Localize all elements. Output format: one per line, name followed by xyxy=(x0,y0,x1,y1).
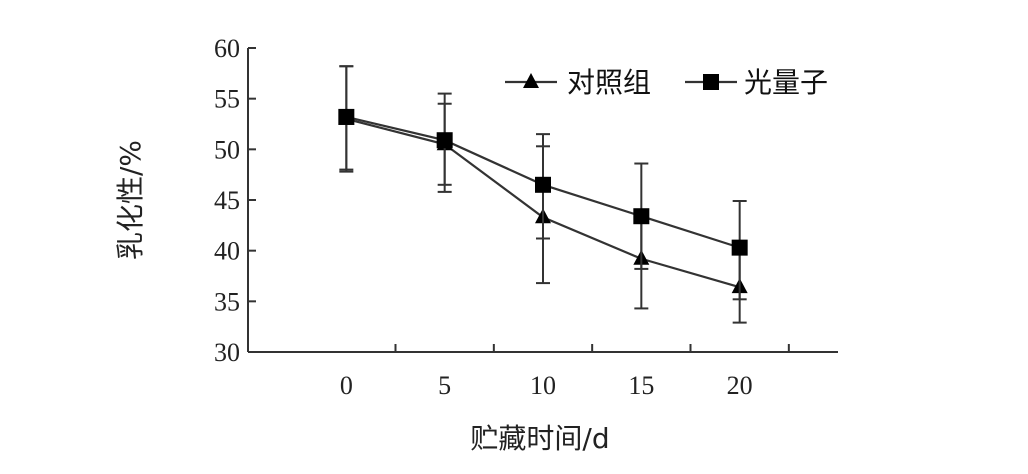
x-tick-label: 0 xyxy=(340,371,353,400)
data-point-square xyxy=(535,176,551,193)
x-axis-title: 贮藏时间/d xyxy=(470,422,609,455)
legend-triangle-marker xyxy=(523,73,539,88)
legend-square-marker xyxy=(703,74,719,90)
y-tick-label: 55 xyxy=(214,85,240,114)
x-tick-label: 5 xyxy=(438,371,451,400)
series-2 xyxy=(338,65,748,301)
data-point-square xyxy=(436,132,453,149)
legend: 对照组 光量子 xyxy=(505,66,828,99)
legend-label: 对照组 xyxy=(567,66,651,99)
data-point-square xyxy=(338,108,355,125)
x-tick-label: 20 xyxy=(727,371,753,400)
axes: 60 55 50 45 40 35 30 0 5 10 15 20 xyxy=(214,34,838,400)
y-tick-label: 30 xyxy=(214,338,240,367)
legend-item-2: 光量子 xyxy=(685,66,828,99)
x-tick-label: 15 xyxy=(628,371,654,400)
y-tick-label: 50 xyxy=(214,135,240,164)
data-point-square xyxy=(731,239,748,256)
x-tick-label: 10 xyxy=(530,371,556,400)
y-axis-title: 乳化性/% xyxy=(114,140,147,260)
data-point-square xyxy=(633,208,650,225)
y-tick-label: 60 xyxy=(214,34,240,63)
y-tick-label: 40 xyxy=(214,237,240,266)
y-tick-label: 45 xyxy=(214,186,240,215)
y-tick-label: 35 xyxy=(214,287,240,316)
series-layer xyxy=(338,65,748,324)
legend-item-1: 对照组 xyxy=(505,66,651,99)
legend-label: 光量子 xyxy=(744,66,828,99)
